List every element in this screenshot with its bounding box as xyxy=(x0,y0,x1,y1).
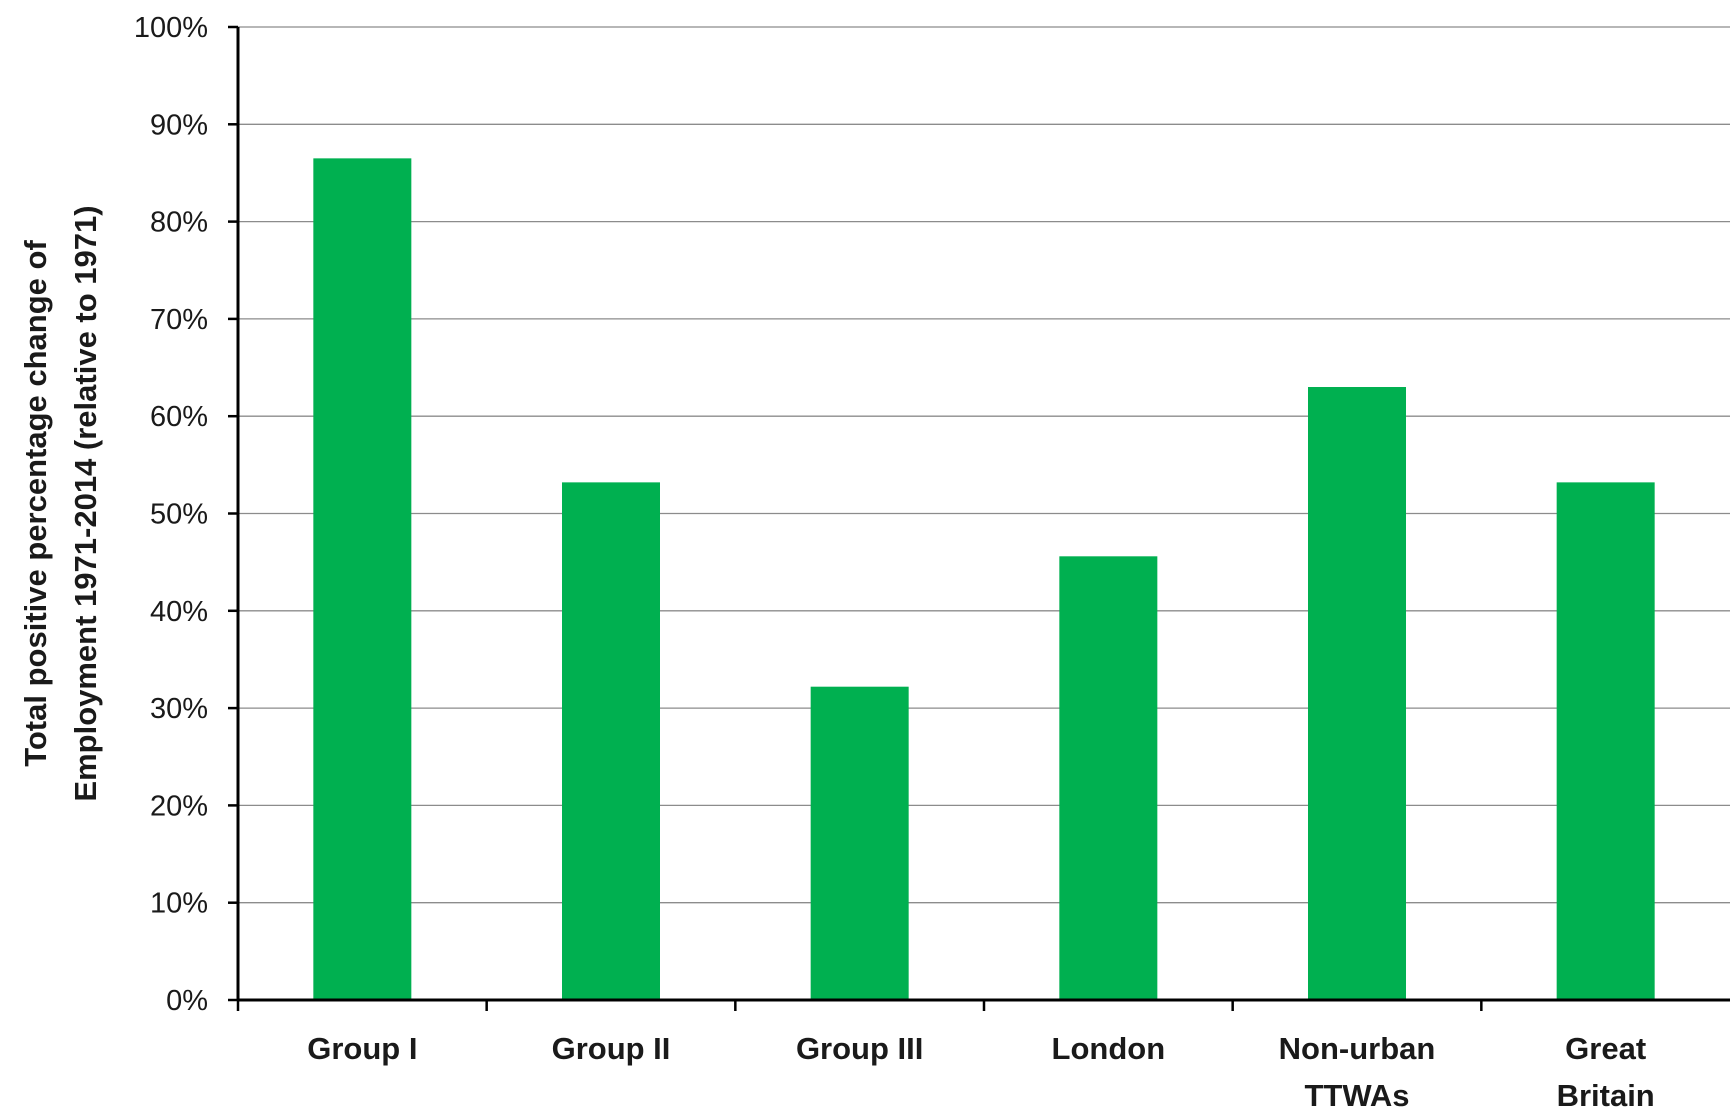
y-tick-label: 80% xyxy=(150,207,208,239)
x-tick-label: Group II xyxy=(552,1031,671,1066)
gridlines xyxy=(238,26,1730,904)
x-tick-label: Group I xyxy=(307,1031,417,1066)
y-tick-label: 40% xyxy=(150,596,208,628)
y-axis-title: Total positive percentage change of Emplo… xyxy=(18,205,103,801)
bar-group-i xyxy=(313,158,412,1001)
y-tick-label: 60% xyxy=(150,401,208,433)
bar-group-iii xyxy=(810,686,909,1000)
x-tick-label: Non-urban TTWAs xyxy=(1279,1031,1436,1113)
y-tick-label: 90% xyxy=(150,109,208,141)
bar-group-ii xyxy=(562,482,660,1000)
y-tick-label: 100% xyxy=(134,12,208,44)
y-tick-label: 10% xyxy=(150,888,208,920)
y-tick-label: 50% xyxy=(150,499,208,531)
x-axis-ticks: Group I Group II Group III London Non-urban T… xyxy=(236,1000,1655,1113)
y-tick-label: 30% xyxy=(150,693,208,725)
y-tick-label: 20% xyxy=(150,790,208,822)
x-tick-label: Great Britain xyxy=(1557,1031,1655,1113)
bar-london xyxy=(1059,556,1158,1000)
x-tick-label: Group III xyxy=(796,1031,923,1066)
y-tick-label: 0% xyxy=(166,985,208,1017)
x-tick-label: London xyxy=(1052,1031,1166,1066)
y-axis-ticks: 0% 10% 20% 30% 40% 50% 60% 70% 80% 90% 100% xyxy=(134,12,238,1017)
y-tick-label: 70% xyxy=(150,304,208,336)
bar-great-britain xyxy=(1556,482,1655,1000)
bar-non-urban-ttwas xyxy=(1308,387,1406,1000)
bars xyxy=(313,158,1655,1001)
